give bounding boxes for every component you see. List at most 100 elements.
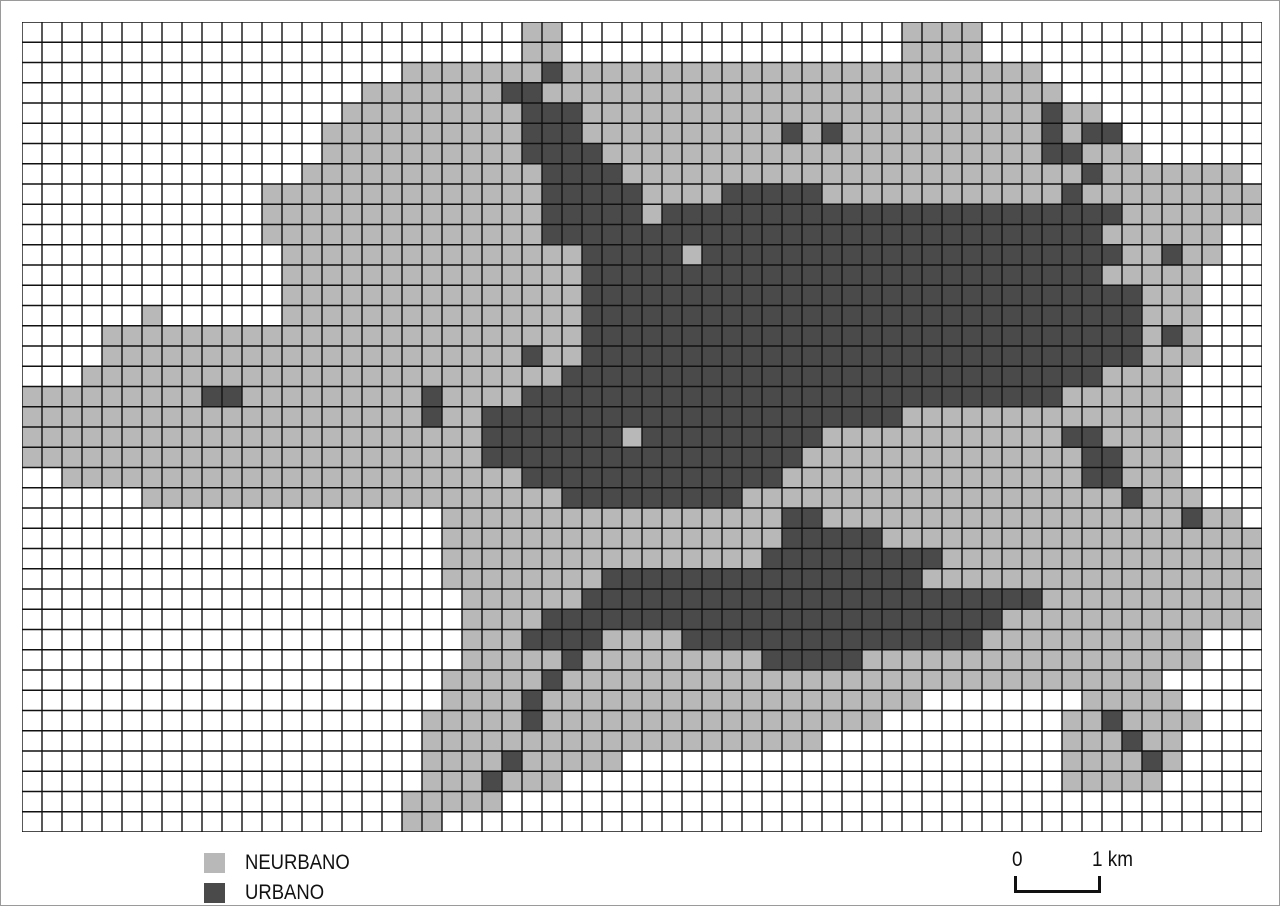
urbano-cell xyxy=(542,629,563,651)
neurbano-cell xyxy=(422,730,443,752)
urbano-cell xyxy=(1122,305,1143,327)
urbano-cell xyxy=(862,629,883,651)
neurbano-cell xyxy=(422,346,443,367)
urbano-cell xyxy=(762,224,783,246)
neurbano-cell xyxy=(502,163,523,185)
neurbano-cell xyxy=(362,224,383,246)
neurbano-cell xyxy=(1122,265,1143,286)
neurbano-cell xyxy=(1182,629,1203,651)
urbano-cell xyxy=(742,244,763,266)
neurbano-cell xyxy=(762,730,783,752)
urbano-cell xyxy=(762,467,783,489)
urbano-cell xyxy=(1022,204,1043,225)
urbano-cell xyxy=(882,285,903,306)
neurbano-cell xyxy=(962,487,983,509)
neurbano-cell xyxy=(342,163,363,185)
neurbano-cell xyxy=(542,548,563,570)
neurbano-cell xyxy=(402,244,423,266)
neurbano-cell xyxy=(202,406,223,428)
neurbano-cell xyxy=(962,406,983,428)
neurbano-cell xyxy=(342,406,363,428)
neurbano-cell xyxy=(462,163,483,185)
urbano-cell xyxy=(542,204,563,225)
neurbano-cell xyxy=(302,386,323,408)
neurbano-cell xyxy=(582,62,603,84)
neurbano-cell xyxy=(1102,406,1123,428)
urbano-cell xyxy=(562,447,583,468)
neurbano-cell xyxy=(142,487,163,509)
urbano-cell xyxy=(722,589,743,610)
urbano-cell xyxy=(562,103,583,124)
neurbano-cell xyxy=(942,528,963,549)
neurbano-cell xyxy=(262,204,283,225)
neurbano-cell xyxy=(362,406,383,428)
neurbano-cell xyxy=(802,143,823,165)
urbano-cell xyxy=(702,467,723,489)
neurbano-cell xyxy=(1142,589,1163,610)
neurbano-cell xyxy=(382,467,403,489)
neurbano-cell xyxy=(622,427,643,448)
neurbano-cell xyxy=(1102,589,1123,610)
neurbano-cell xyxy=(242,346,263,367)
neurbano-cell xyxy=(482,649,503,671)
urbano-cell xyxy=(682,467,703,489)
urbano-cell xyxy=(562,649,583,671)
neurbano-cell xyxy=(1242,204,1262,225)
neurbano-cell xyxy=(482,609,503,630)
neurbano-cell xyxy=(822,184,843,205)
neurbano-cell xyxy=(862,508,883,529)
neurbano-cell xyxy=(662,62,683,84)
urbano-cell xyxy=(902,568,923,590)
neurbano-cell xyxy=(1102,386,1123,408)
urbano-cell xyxy=(882,305,903,327)
neurbano-cell xyxy=(1142,730,1163,752)
urbano-cell xyxy=(962,609,983,630)
urbano-cell xyxy=(982,204,1003,225)
neurbano-cell xyxy=(262,224,283,246)
urbano-cell xyxy=(682,427,703,448)
neurbano-cell xyxy=(622,710,643,732)
neurbano-cell xyxy=(682,548,703,570)
neurbano-cell xyxy=(322,305,343,327)
neurbano-cell xyxy=(622,629,643,651)
neurbano-cell xyxy=(842,163,863,185)
neurbano-cell xyxy=(562,265,583,286)
neurbano-cell xyxy=(482,487,503,509)
neurbano-cell xyxy=(1102,265,1123,286)
neurbano-cell xyxy=(442,751,463,772)
neurbano-cell xyxy=(962,649,983,671)
urbano-cell xyxy=(582,589,603,610)
neurbano-cell xyxy=(542,751,563,772)
neurbano-cell xyxy=(322,406,343,428)
neurbano-cell xyxy=(202,325,223,347)
urbano-cell xyxy=(902,325,923,347)
neurbano-cell xyxy=(562,325,583,347)
neurbano-cell xyxy=(442,103,463,124)
urbano-cell xyxy=(882,204,903,225)
neurbano-cell xyxy=(662,649,683,671)
neurbano-cell xyxy=(1142,710,1163,732)
neurbano-cell xyxy=(582,649,603,671)
urbano-cell xyxy=(902,224,923,246)
urbano-cell xyxy=(682,386,703,408)
neurbano-cell xyxy=(342,346,363,367)
urbano-cell xyxy=(602,589,623,610)
neurbano-cell xyxy=(662,629,683,651)
neurbano-cell xyxy=(1182,204,1203,225)
neurbano-cell xyxy=(422,103,443,124)
urbano-cell xyxy=(642,487,663,509)
urbano-cell xyxy=(522,103,543,124)
urbano-cell xyxy=(902,285,923,306)
urbano-cell xyxy=(522,406,543,428)
neurbano-cell xyxy=(282,265,303,286)
neurbano-cell xyxy=(502,528,523,549)
neurbano-cell xyxy=(902,62,923,84)
neurbano-cell xyxy=(582,508,603,529)
neurbano-cell xyxy=(882,447,903,468)
urbano-cell xyxy=(1042,143,1063,165)
neurbano-cell xyxy=(702,649,723,671)
neurbano-cell xyxy=(462,285,483,306)
neurbano-cell xyxy=(22,447,43,468)
urbano-cell xyxy=(1122,730,1143,752)
neurbano-cell xyxy=(1082,143,1103,165)
